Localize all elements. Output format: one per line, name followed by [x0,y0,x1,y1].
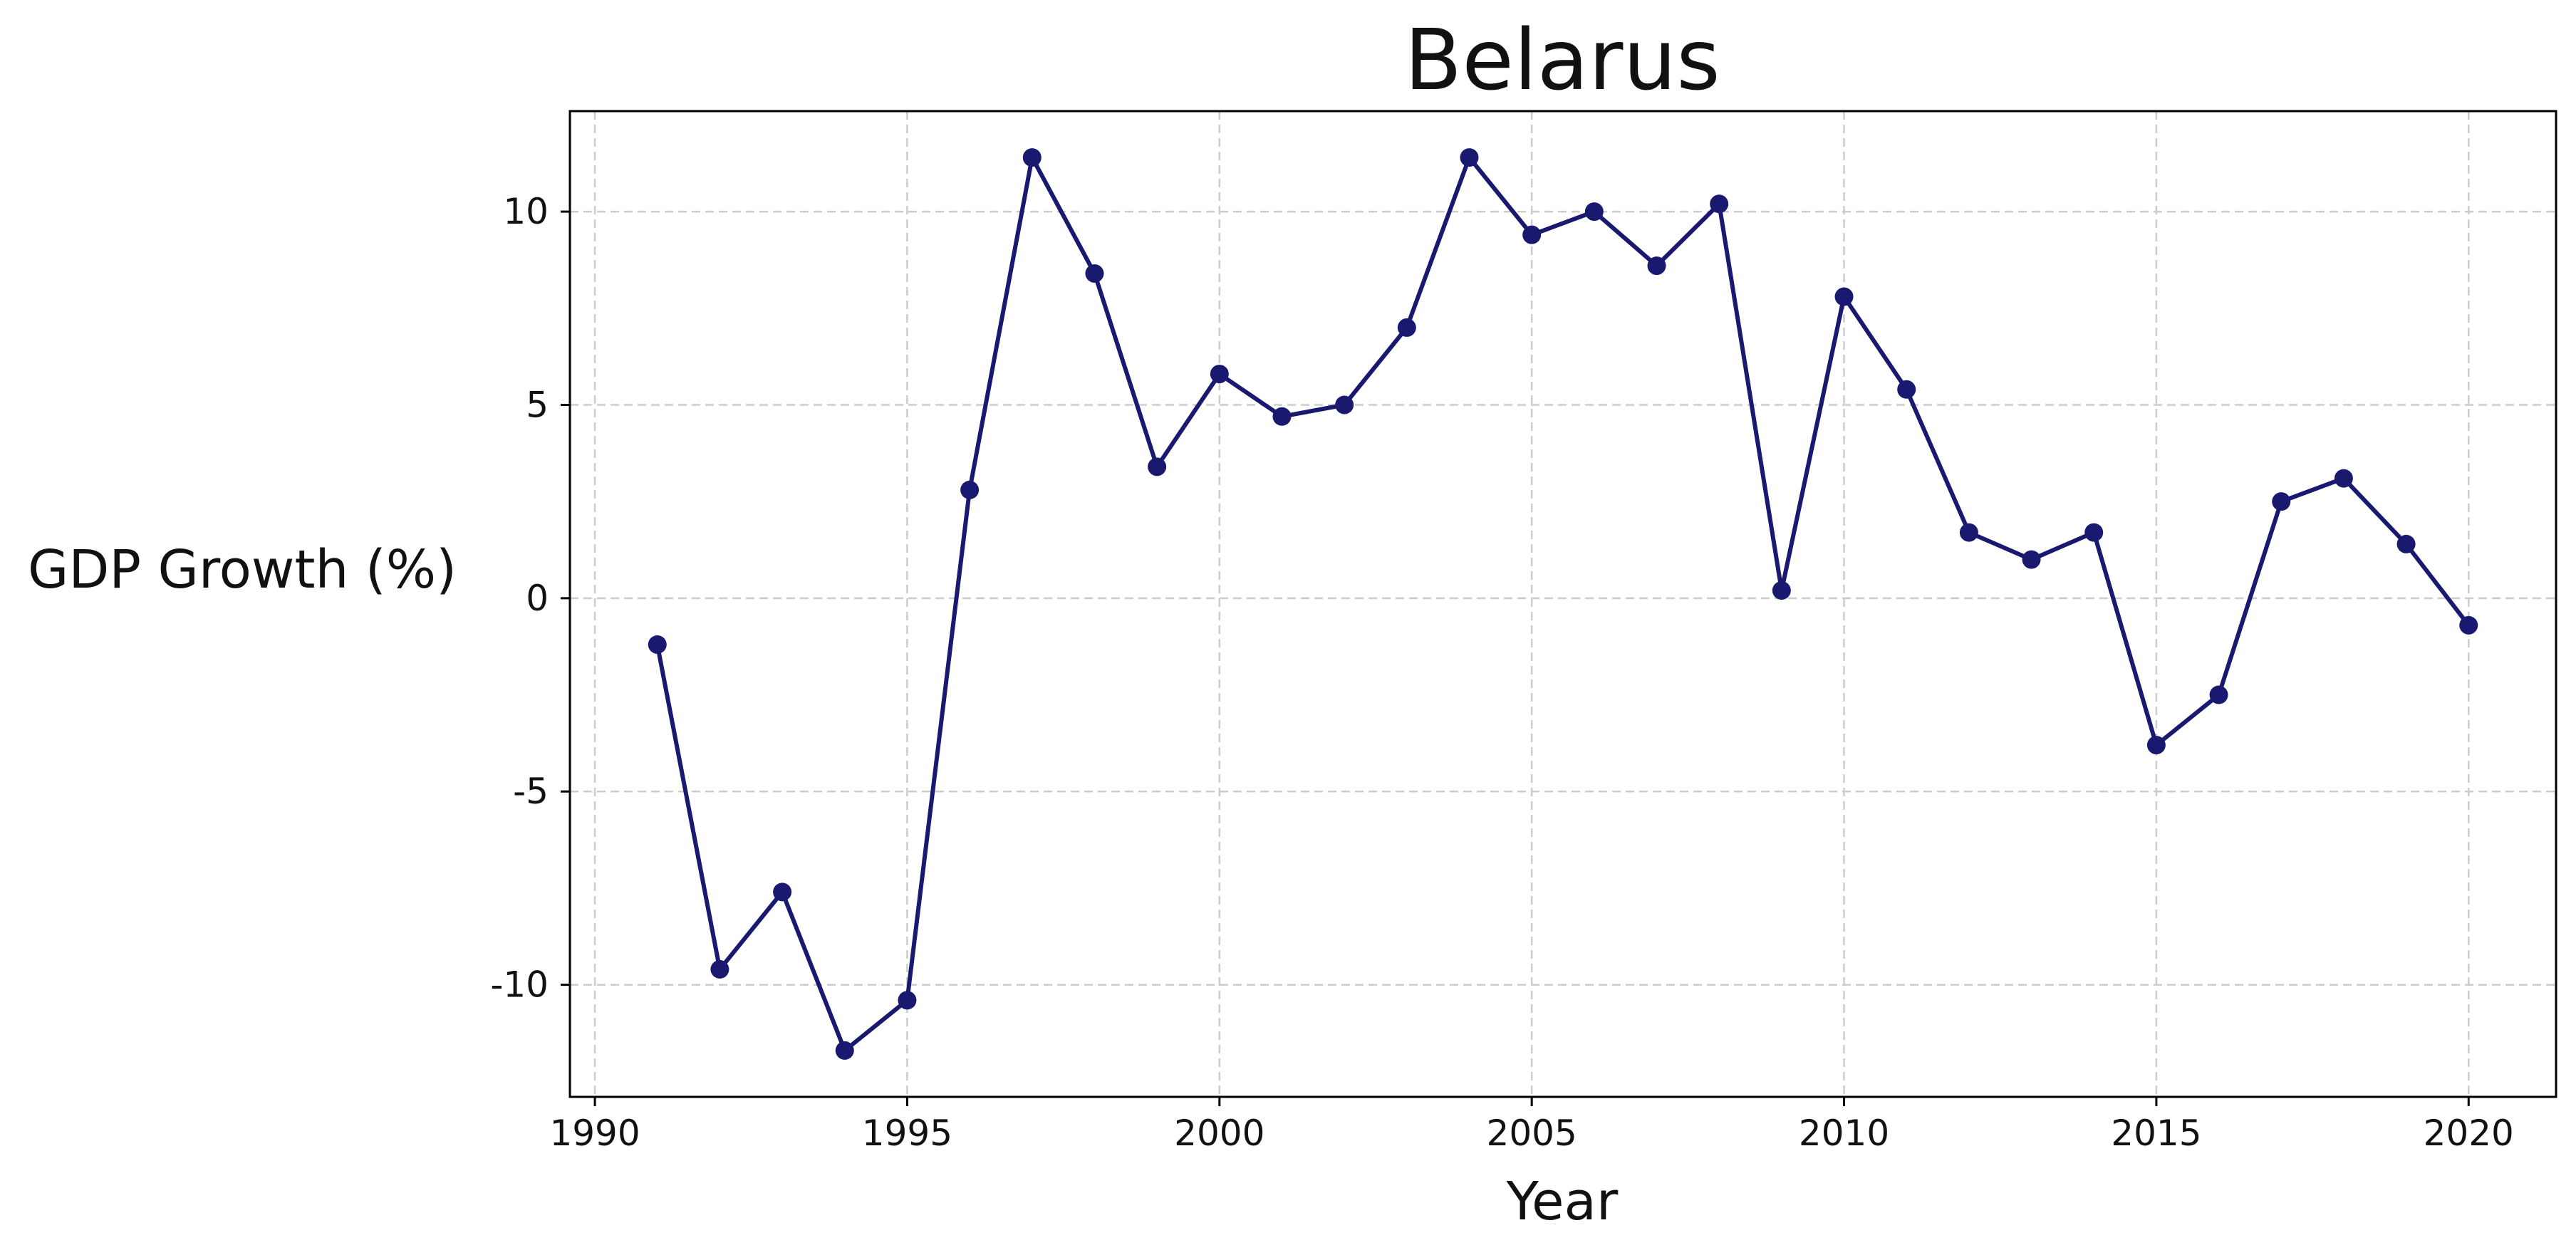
y-axis-label: GDP Growth (%) [28,539,457,600]
x-axis-label: Year [1506,1171,1619,1232]
data-point [898,991,917,1010]
data-point [835,1041,854,1060]
data-point [1959,523,1978,542]
grid [570,111,2556,1097]
y-tick-label: -10 [490,964,549,1006]
data-point [2272,492,2291,511]
data-point [2022,550,2041,569]
data-point [1710,194,1729,214]
x-tick-label: 2005 [1487,1113,1577,1154]
data-point [1085,264,1104,283]
data-point [2459,615,2478,635]
data-point [1897,380,1916,399]
data-point [1647,256,1666,276]
data-point [1335,395,1354,415]
data-point [1772,581,1791,600]
data-point [2334,469,2353,488]
axis-ticks: 1990 1995 2000 2005 2010 2015 2020 10 5 0 -5 -10 [490,191,2514,1154]
y-tick-label: -5 [513,771,549,812]
data-point [1022,148,1042,167]
series-line [655,155,2471,1053]
data-point [773,882,792,902]
x-tick-label: 2020 [2424,1113,2514,1154]
x-tick-label: 2010 [1799,1113,1889,1154]
data-point [2146,736,2166,755]
data-point [1522,225,1542,244]
data-point [648,635,667,654]
data-point [1584,202,1604,222]
data-point [710,959,729,979]
chart-title: Belarus [1404,11,1720,109]
y-tick-label: 5 [526,384,549,425]
x-tick-label: 2000 [1174,1113,1264,1154]
data-point [2084,523,2104,542]
data-point [1210,365,1229,384]
data-point [2209,685,2228,704]
data-point [1834,287,1854,306]
y-tick-label: 10 [503,191,549,232]
gdp-growth-series [648,148,2478,1060]
data-point [1397,318,1416,337]
x-tick-label: 1995 [862,1113,952,1154]
data-point [2396,534,2416,553]
x-tick-label: 1990 [549,1113,640,1154]
x-tick-label: 2015 [2111,1113,2201,1154]
data-point [1148,457,1167,477]
data-point [960,480,980,499]
data-point [1272,407,1292,426]
y-tick-label: 0 [526,578,549,619]
plot-area-frame [568,110,2557,1098]
data-point [1460,148,1479,167]
